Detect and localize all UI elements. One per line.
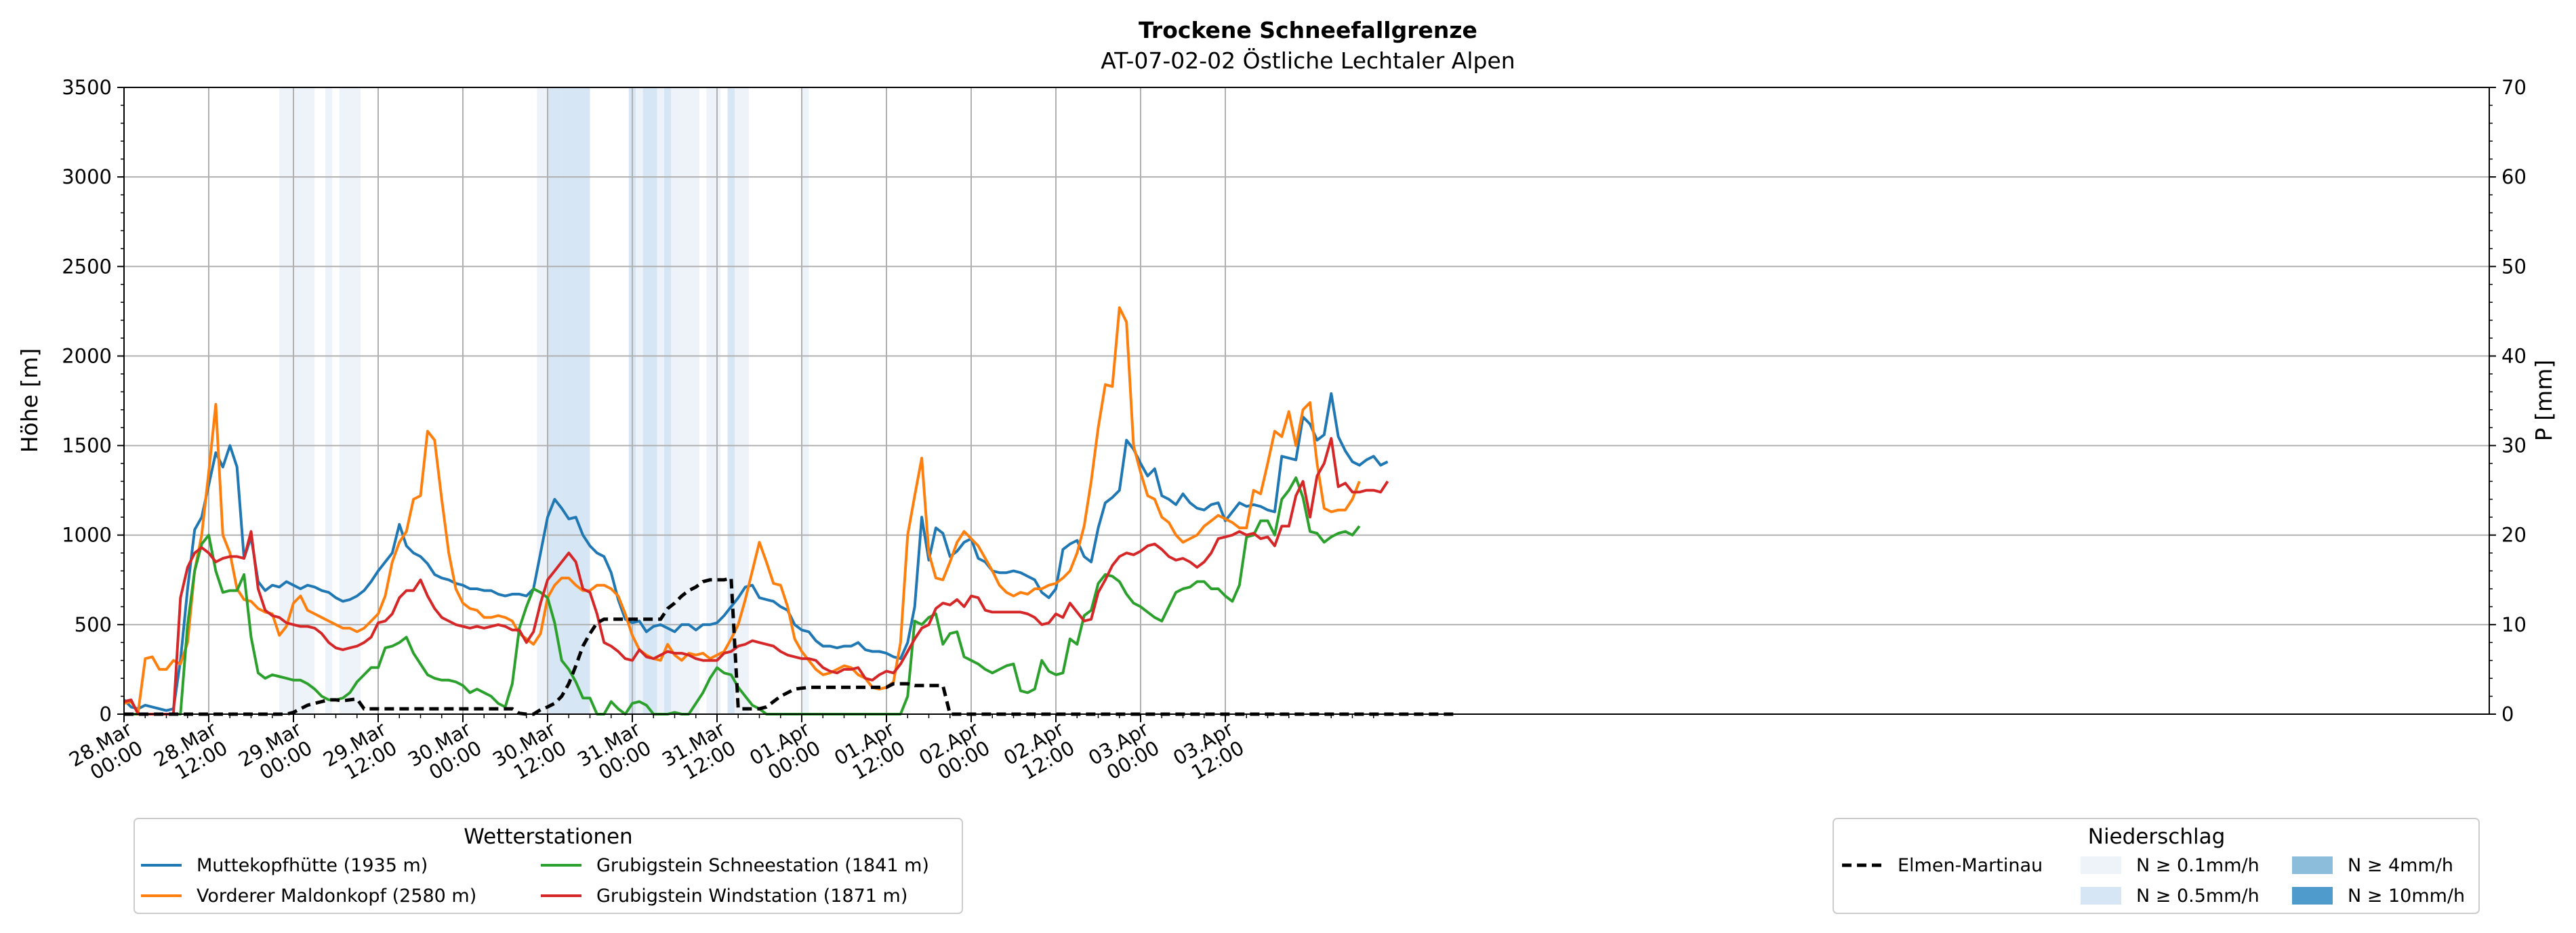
legend-label-precip-2: N ≥ 4mm/h bbox=[2348, 855, 2453, 876]
legend-label-elmen: Elmen-Martinau bbox=[1898, 855, 2043, 876]
x-tick-label-11: 02.Apr12:00 bbox=[1000, 718, 1078, 789]
precip-band-4 bbox=[548, 87, 562, 714]
y-tick-label-6: 3000 bbox=[62, 165, 112, 188]
y-right-tick-label-7: 70 bbox=[2501, 76, 2527, 99]
legend-swatch-0 bbox=[2081, 856, 2121, 874]
y-axis-label-right: P [mm] bbox=[2531, 360, 2557, 441]
precip-band-13 bbox=[727, 87, 735, 714]
chart-subtitle: AT-07-02-02 Östliche Lechtaler Alpen bbox=[1101, 47, 1515, 74]
x-tick-label-1: 28.Mar12:00 bbox=[150, 718, 231, 791]
series-line-3 bbox=[123, 437, 1389, 716]
y-tick-label-5: 2500 bbox=[62, 255, 112, 278]
precip-band-1 bbox=[325, 87, 333, 714]
y-axis-label-left: Höhe [m] bbox=[16, 348, 43, 453]
legend-swatch-3 bbox=[2292, 887, 2333, 905]
y-right-tick-label-4: 40 bbox=[2501, 344, 2527, 367]
legend-stations-title: Wetterstationen bbox=[464, 825, 632, 849]
precip-band-14 bbox=[735, 87, 749, 714]
y-axis-left: 0 500 1000 1500 2000 2500 3000 3500 bbox=[62, 76, 124, 726]
y-right-tick-label-1: 10 bbox=[2501, 613, 2527, 636]
y-tick-label-2: 1000 bbox=[62, 524, 112, 547]
legend-precip: Niederschlag Elmen-Martinau N ≥ 0.1mm/h … bbox=[1833, 818, 2480, 914]
legend-label-precip-0: N ≥ 0.1mm/h bbox=[2136, 855, 2260, 876]
x-tick-label-13: 03.Apr12:00 bbox=[1169, 718, 1248, 789]
x-tick-label-2: 29.Mar00:00 bbox=[234, 718, 316, 791]
plot-frame bbox=[123, 87, 2490, 715]
legend-label-precip-1: N ≥ 0.5mm/h bbox=[2136, 886, 2260, 907]
x-tick-label-6: 31.Mar00:00 bbox=[573, 718, 655, 791]
y-right-tick-label-6: 60 bbox=[2501, 165, 2527, 188]
legend-label-precip-3: N ≥ 10mm/h bbox=[2348, 886, 2465, 907]
y-right-tick-label-2: 20 bbox=[2501, 524, 2527, 547]
y-tick-label-1: 500 bbox=[75, 613, 112, 636]
legend-swatch-2 bbox=[2292, 856, 2333, 874]
x-tick-label-4: 30.Mar00:00 bbox=[404, 718, 485, 791]
legend-label-schneestation: Grubigstein Schneestation (1841 m) bbox=[596, 855, 929, 876]
legend-swatch-1 bbox=[2081, 887, 2121, 905]
x-axis: 28.Mar00:00 28.Mar12:00 29.Mar00:00 29.Mar1… bbox=[65, 714, 1374, 791]
series-line-1 bbox=[123, 306, 1361, 714]
x-tick-label-0: 28.Mar00:00 bbox=[65, 718, 146, 791]
y-tick-label-0: 0 bbox=[100, 703, 112, 726]
chart-title: Trockene Schneefallgrenze bbox=[1139, 17, 1477, 43]
y-tick-label-3: 1500 bbox=[62, 434, 112, 457]
precip-band-2 bbox=[339, 87, 361, 714]
x-tick-label-12: 03.Apr00:00 bbox=[1084, 718, 1163, 789]
y-right-tick-label-0: 0 bbox=[2501, 703, 2514, 726]
x-tick-label-7: 31.Mar12:00 bbox=[658, 718, 739, 791]
series-line-2 bbox=[124, 476, 1361, 716]
precip-band-8 bbox=[642, 87, 657, 714]
legend-label-maldonkopf: Vorderer Maldonkopf (2580 m) bbox=[197, 886, 476, 907]
x-tick-label-5: 30.Mar12:00 bbox=[489, 718, 570, 791]
y-axis-right: 0 10 20 30 40 50 60 70 bbox=[2489, 76, 2527, 726]
legend-label-muttekopf: Muttekopfhütte (1935 m) bbox=[197, 855, 428, 876]
x-tick-label-8: 01.Apr00:00 bbox=[745, 718, 824, 789]
x-tick-label-10: 02.Apr00:00 bbox=[915, 718, 994, 789]
y-tick-label-4: 2000 bbox=[62, 344, 112, 367]
precip-band-5 bbox=[561, 87, 590, 714]
legend-precip-title: Niederschlag bbox=[2088, 825, 2226, 849]
precip-band-15 bbox=[802, 87, 809, 714]
precip-band-10 bbox=[663, 87, 672, 714]
y-right-tick-label-3: 30 bbox=[2501, 434, 2527, 457]
legend-stations: Wetterstationen Muttekopfhütte (1935 m) … bbox=[134, 818, 963, 914]
precip-line-elmen bbox=[124, 575, 1458, 716]
y-right-tick-label-5: 50 bbox=[2501, 255, 2527, 278]
x-tick-label-9: 01.Apr12:00 bbox=[830, 718, 909, 789]
precip-band-9 bbox=[657, 87, 664, 714]
precip-band-7 bbox=[636, 87, 643, 714]
x-tick-label-3: 29.Mar12:00 bbox=[319, 718, 401, 791]
grid-lines bbox=[123, 87, 2489, 715]
precip-band-11 bbox=[671, 87, 699, 714]
y-tick-label-7: 3500 bbox=[62, 76, 112, 99]
series-lines bbox=[123, 306, 1458, 716]
series-line-0 bbox=[123, 392, 1389, 712]
legend-label-windstation: Grubigstein Windstation (1871 m) bbox=[596, 886, 907, 907]
